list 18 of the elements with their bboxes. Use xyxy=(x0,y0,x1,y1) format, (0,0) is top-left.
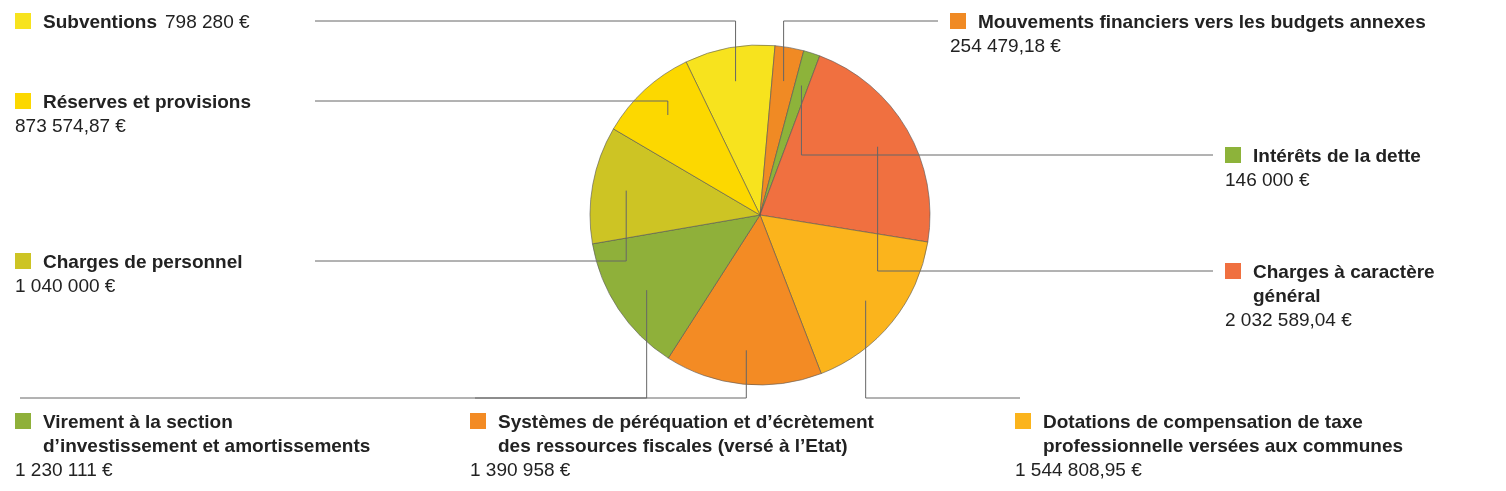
data-label: 1 230 111 € xyxy=(15,459,113,480)
data-label: 1 544 808,95 € xyxy=(1015,459,1143,480)
legend-label: Systèmes de péréquation et d’écrètement des ressources fiscales (versé à l’Etat) xyxy=(498,411,875,456)
legend-label: Charges de personnel xyxy=(43,251,243,272)
legend-label: Charges à caractère général xyxy=(1253,261,1435,306)
legend-label: Subventions xyxy=(43,11,158,32)
legend-label: Intérêts de la dette xyxy=(1253,145,1421,166)
legend-label: Virement à la section d’investissement et amortissements xyxy=(43,411,371,456)
legend-label: Dotations de compensation de taxe professionnelle versées aux communes xyxy=(1043,411,1404,456)
data-label: 2 032 589,04 € xyxy=(1225,309,1353,330)
data-label: 254 479,18 € xyxy=(950,35,1062,56)
data-label: 1 040 000 € xyxy=(15,275,116,296)
data-label: 873 574,87 € xyxy=(15,115,127,136)
data-label: 1 390 958 € xyxy=(470,459,571,480)
legend-label: Réserves et provisions xyxy=(43,91,252,112)
legend-label: Mouvements financiers vers les budgets annexes xyxy=(978,11,1426,32)
data-label: 146 000 € xyxy=(1225,169,1310,190)
data-label: 798 280 € xyxy=(165,11,250,32)
